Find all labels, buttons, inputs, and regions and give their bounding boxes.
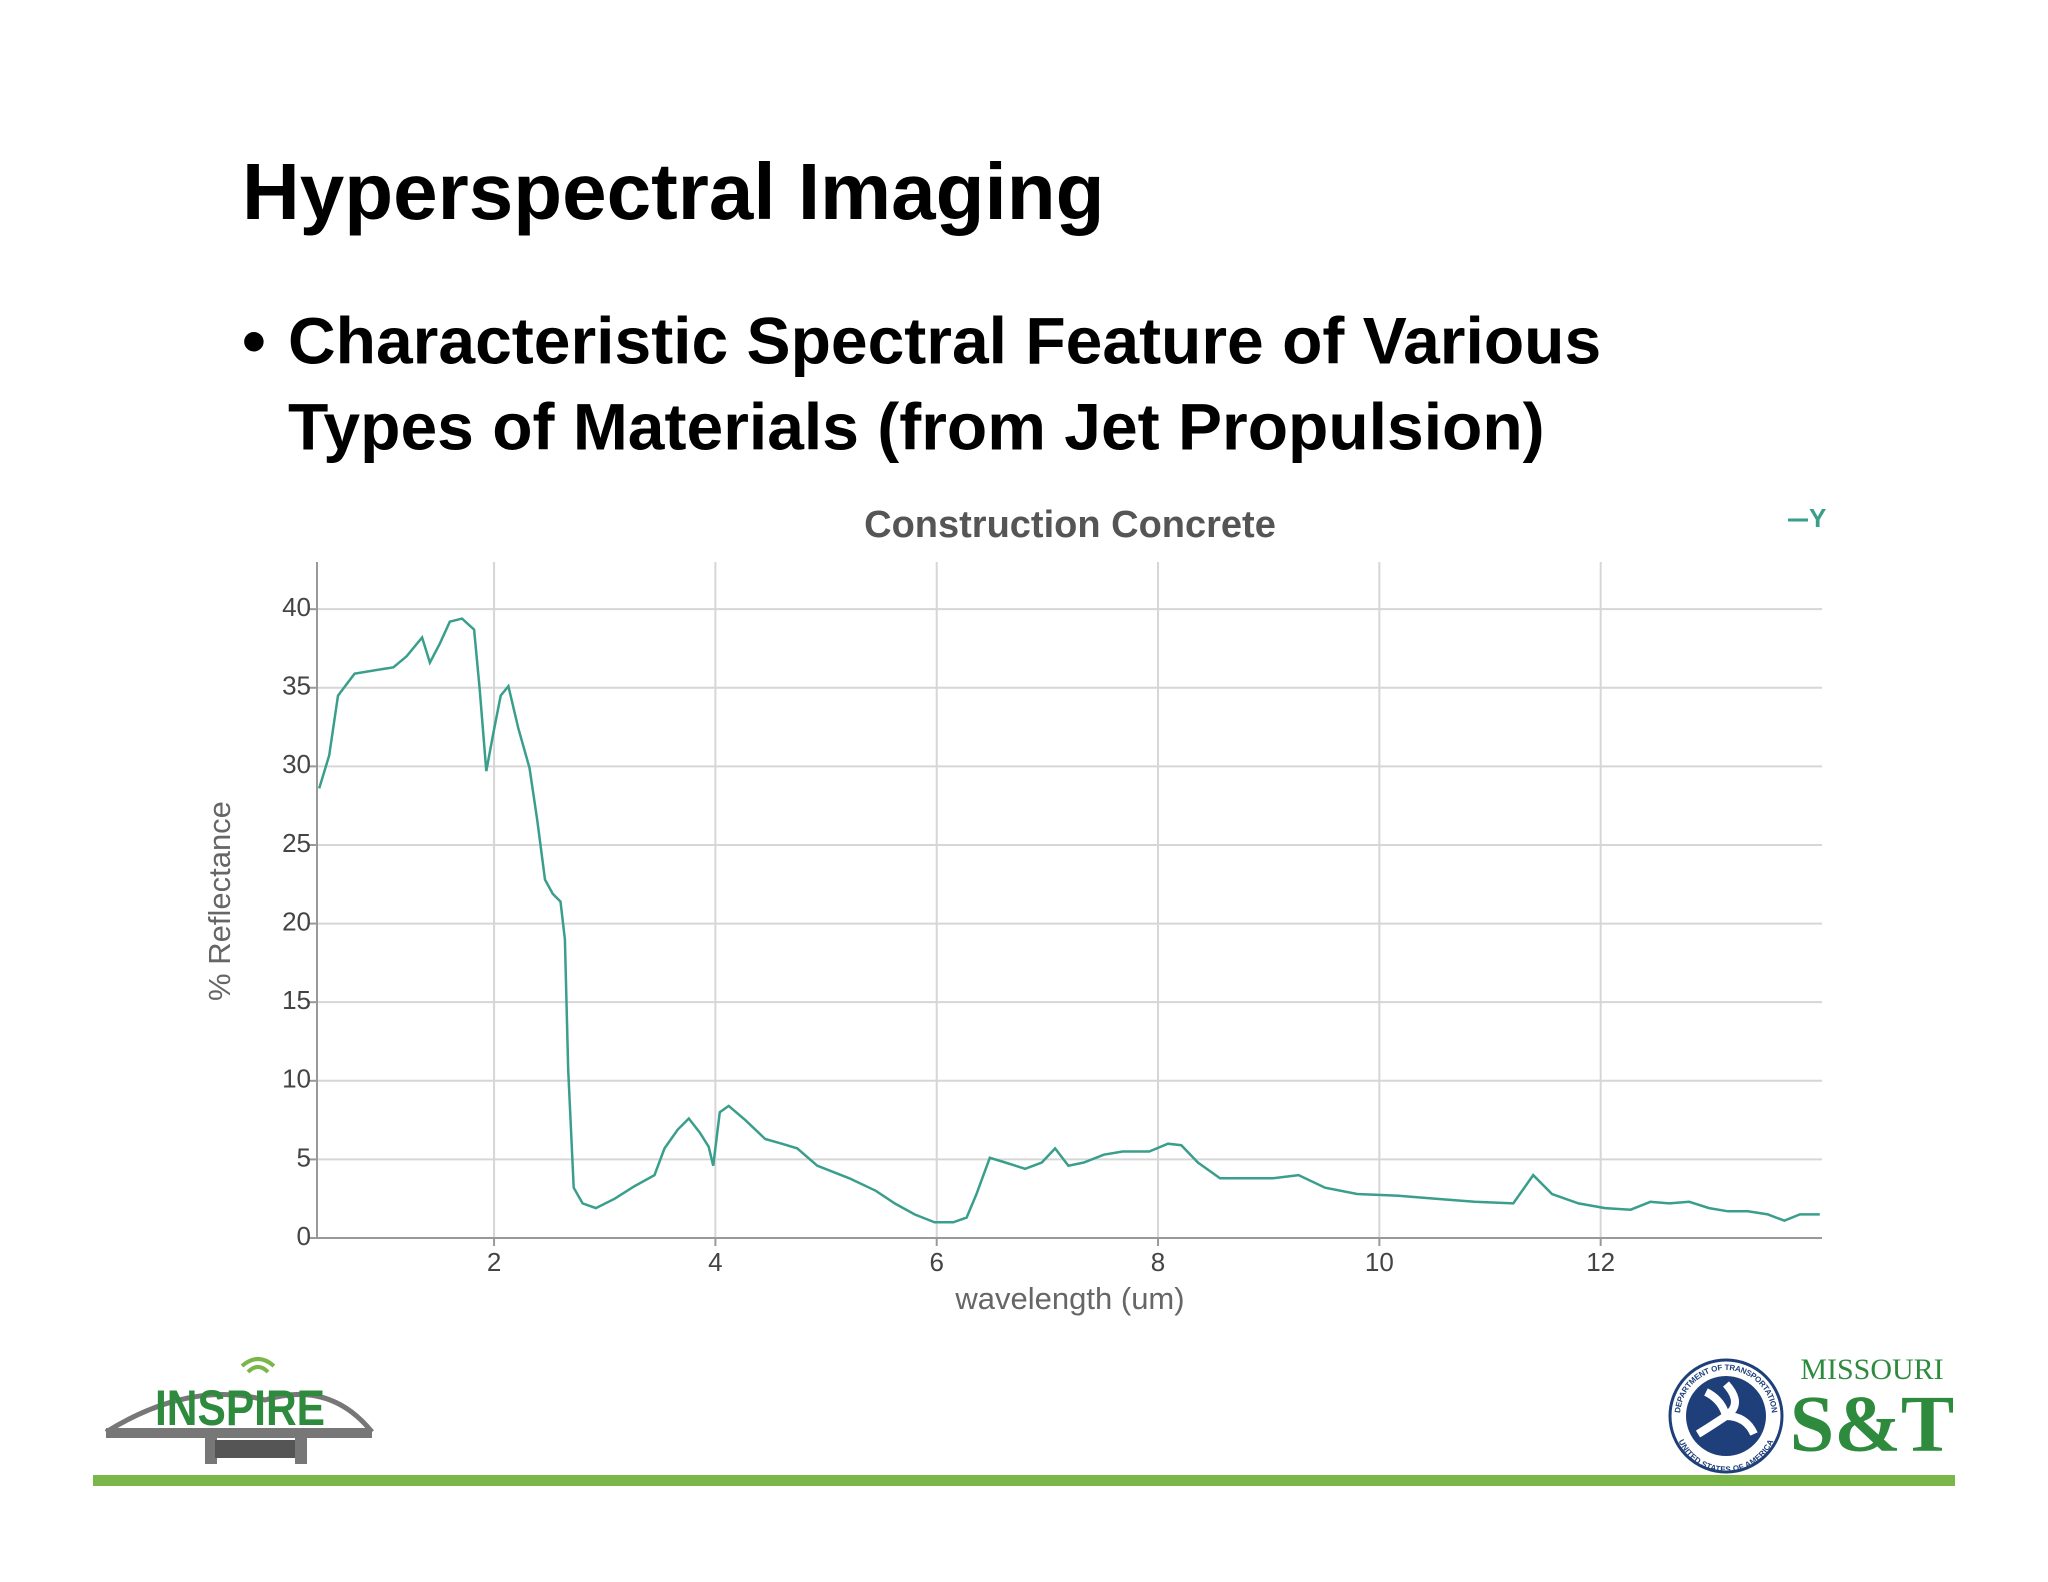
x-tick-label: 4 (708, 1247, 722, 1277)
y-tick-label: 15 (282, 985, 311, 1015)
y-tick-label: 40 (282, 592, 311, 622)
x-tick-label: 2 (487, 1247, 501, 1277)
slide-title: Hyperspectral Imaging (242, 147, 1105, 236)
bullet-line: Characteristic Spectral Feature of Vario… (288, 303, 1601, 377)
x-tick-label: 10 (1365, 1247, 1394, 1277)
x-axis-label: wavelength (um) (954, 1281, 1184, 1316)
logo-text: MISSOURI (1800, 1353, 1943, 1386)
x-tick-label: 8 (1151, 1247, 1165, 1277)
chart: 0 5 10 15 20 25 30 35 40 2 4 6 8 10 12 Construction Con… (202, 503, 1826, 1316)
inspire-logo: INSPIRE (104, 1357, 374, 1464)
dot-seal: DEPARTMENT OF TRANSPORTATION UNITED STAT… (1668, 1358, 1784, 1474)
legend-label: Y (1809, 503, 1826, 533)
y-tick-label: 25 (282, 828, 311, 858)
y-tick-label: 0 (297, 1221, 311, 1251)
logo-text: S&T (1790, 1380, 1955, 1468)
chart-title: Construction Concrete (864, 504, 1276, 546)
bullet-symbol: • (242, 303, 266, 379)
footer-bar (93, 1475, 1955, 1486)
y-tick-label: 35 (282, 671, 311, 701)
x-tick-label: 6 (929, 1247, 943, 1277)
x-tick-label: 12 (1586, 1247, 1615, 1277)
data-line (318, 617, 1820, 1224)
y-tick-label: 20 (282, 906, 311, 936)
bullet-line: Types of Materials (from Jet Propulsion) (288, 389, 1545, 463)
y-axis-label: % Reflectance (202, 801, 237, 1001)
y-tick-label: 5 (297, 1142, 311, 1172)
y-tick-label: 10 (282, 1064, 311, 1094)
y-tick-label: 30 (282, 749, 311, 779)
logo-text: INSPIRE (155, 1380, 325, 1436)
